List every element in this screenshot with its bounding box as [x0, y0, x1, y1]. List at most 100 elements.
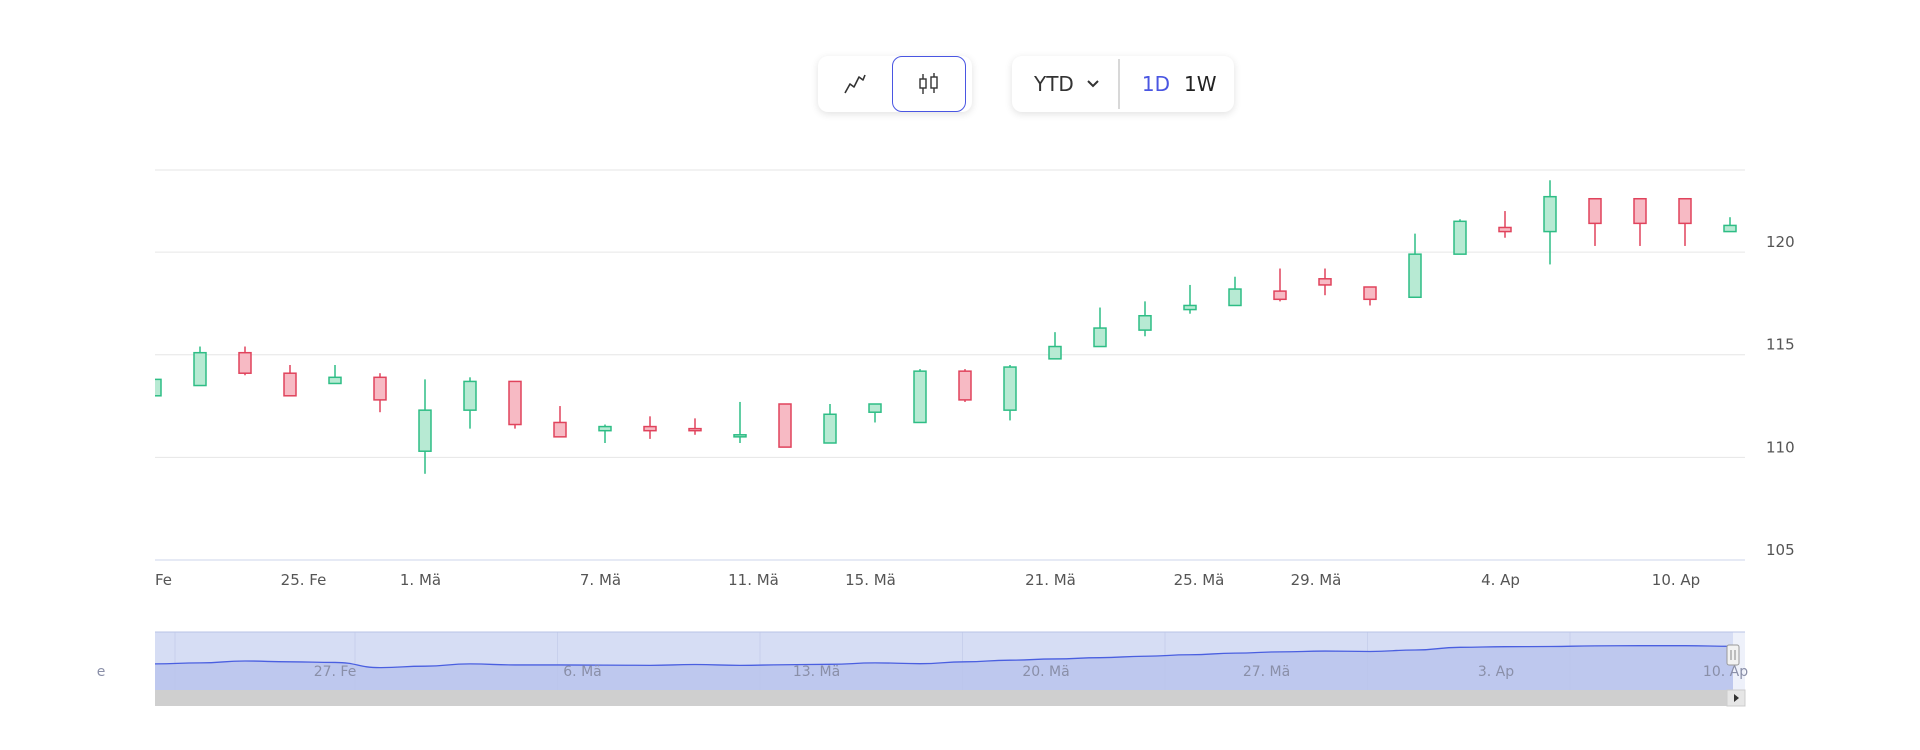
candle[interactable] [1723, 217, 1737, 233]
candle[interactable] [1588, 197, 1602, 246]
candle[interactable] [958, 369, 972, 402]
navigator-line [154, 645, 1734, 669]
candle-body [1183, 304, 1197, 311]
candle[interactable] [1633, 197, 1647, 246]
candle-body [688, 427, 702, 432]
x-axis: Fe 25. Fe 1. Mä 7. Mä 11. Mä 15. Mä 21. Mä 25. … [155, 571, 1700, 589]
x-tick-label: Fe [155, 571, 172, 589]
candle[interactable] [149, 378, 162, 397]
chevron-down-icon [1087, 80, 1099, 88]
handle-grip [1726, 644, 1740, 666]
candle-body [328, 376, 342, 385]
x-tick-label: 4. Ap [1481, 571, 1520, 589]
y-tick-label: 110 [1766, 438, 1795, 456]
candle-body [283, 372, 297, 397]
candle-body [553, 421, 567, 438]
candle-body [778, 403, 792, 448]
range-select-label: YTD [1034, 72, 1074, 96]
navigator-tick-label: 3. Ap [1478, 664, 1514, 680]
candle[interactable] [598, 424, 612, 443]
range-select[interactable]: YTD [1012, 56, 1100, 112]
line-chart-icon [844, 74, 866, 94]
candle[interactable] [733, 401, 747, 443]
candle[interactable] [1138, 301, 1152, 337]
x-tick-label: 10. Ap [1652, 571, 1700, 589]
candle-body [1453, 220, 1467, 255]
x-tick-label: 1. Mä [400, 571, 441, 589]
candle-body [868, 403, 882, 413]
candle[interactable] [688, 418, 702, 435]
candle[interactable] [1408, 233, 1422, 299]
x-tick-label: 21. Mä [1025, 571, 1076, 589]
candle-body [1093, 327, 1107, 348]
navigator-tick-label: 6. Mä [563, 664, 601, 680]
candlestick-chart-button[interactable] [892, 56, 966, 112]
candle[interactable] [1093, 307, 1107, 348]
candle[interactable] [778, 403, 792, 448]
period-1w-button[interactable]: 1W [1183, 72, 1217, 96]
candle[interactable] [868, 403, 882, 423]
line-chart-button[interactable] [818, 56, 892, 112]
candle[interactable] [283, 365, 297, 397]
candle-body [238, 351, 252, 374]
y-tick-label: 120 [1766, 233, 1795, 251]
candle[interactable] [1498, 211, 1512, 238]
navigator-tick-label: 27. Fe [314, 664, 357, 680]
candle-body [1408, 253, 1422, 299]
candle[interactable] [1363, 286, 1377, 306]
candle[interactable] [1453, 219, 1467, 255]
candle[interactable] [373, 373, 387, 413]
candle-body [1048, 345, 1062, 360]
toolbar-divider [1117, 59, 1120, 109]
candle[interactable] [1273, 268, 1287, 302]
candle-body [1633, 197, 1647, 225]
candle[interactable] [553, 406, 567, 438]
navigator[interactable]: e 27. Fe 6. Mä 13. Mä 20. Mä 27. Mä 3. Ap 10. A… [97, 631, 1749, 707]
candle-body [1363, 286, 1377, 301]
grid-lines [155, 169, 1745, 561]
navigator-tick-label: 10. Ap [1703, 664, 1748, 680]
scrollbar-thumb[interactable] [155, 690, 1727, 706]
candle-body [193, 351, 207, 387]
candle-body [508, 380, 522, 426]
candle[interactable] [193, 346, 207, 387]
navigator-tick-label: 27. Mä [1243, 664, 1290, 680]
candle[interactable] [463, 377, 477, 429]
candle[interactable] [1003, 365, 1017, 421]
range-toolbar: YTD 1D 1W [1012, 56, 1234, 112]
candle[interactable] [1678, 197, 1692, 246]
candle-body [418, 409, 432, 452]
x-tick-label: 15. Mä [845, 571, 896, 589]
candle[interactable] [643, 416, 657, 439]
x-tick-label: 29. Mä [1291, 571, 1342, 589]
navigator-selected-range[interactable] [155, 632, 1733, 690]
candle-body [733, 434, 747, 438]
x-tick-label: 25. Fe [281, 571, 327, 589]
candle[interactable] [1543, 180, 1557, 265]
candle-body [643, 425, 657, 432]
candle-body [1138, 314, 1152, 331]
candle-body [1318, 278, 1332, 286]
candle-body [1273, 290, 1287, 301]
candle[interactable] [913, 369, 927, 424]
candle[interactable] [1183, 284, 1197, 314]
navigator-tick-label: 13. Mä [793, 664, 840, 680]
candle-body [1723, 224, 1737, 233]
x-tick-label: 11. Mä [728, 571, 779, 589]
candle[interactable] [508, 380, 522, 429]
candle[interactable] [1048, 332, 1062, 360]
candle[interactable] [1318, 268, 1332, 296]
candle-body [1543, 195, 1557, 233]
navigator-tick-label: e [97, 664, 106, 680]
chart-type-toolbar [818, 56, 972, 112]
candle-body [913, 370, 927, 424]
candle[interactable] [1228, 276, 1242, 307]
candle[interactable] [238, 346, 252, 376]
navigator-handle-right[interactable] [1726, 644, 1740, 666]
period-1d-button[interactable]: 1D [1141, 72, 1170, 96]
candle[interactable] [823, 404, 837, 444]
candle[interactable] [328, 365, 342, 385]
candle-body [1228, 288, 1242, 307]
candles [149, 180, 1737, 474]
candle[interactable] [418, 379, 432, 474]
